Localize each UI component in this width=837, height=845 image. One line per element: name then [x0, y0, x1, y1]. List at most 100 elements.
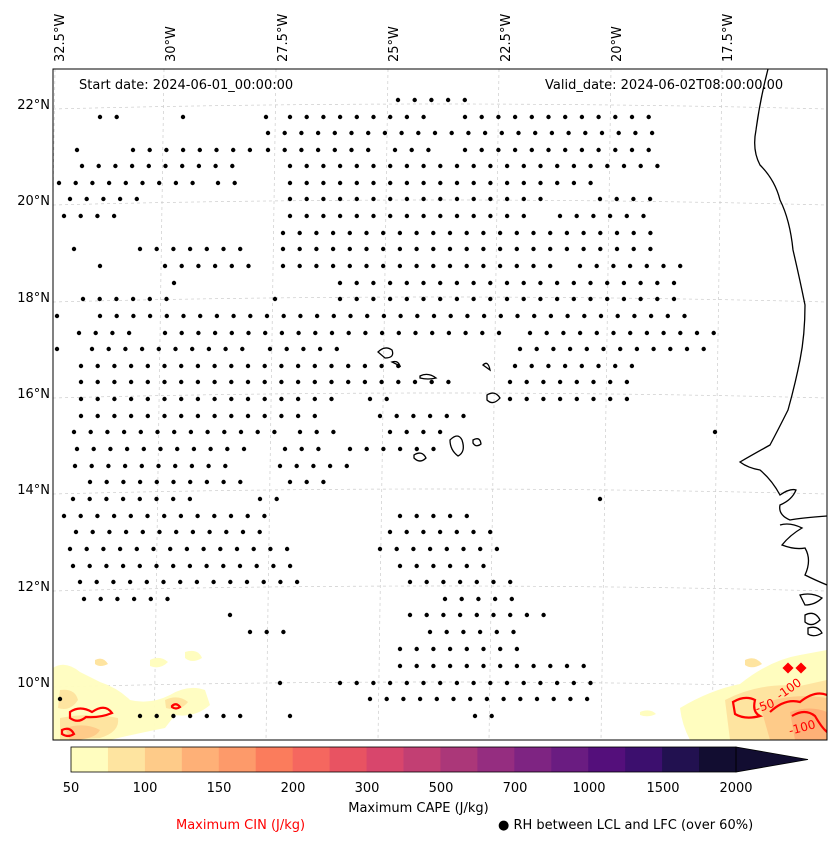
rh-dot	[79, 163, 85, 169]
rh-dot	[123, 180, 128, 186]
rh-dot	[314, 246, 319, 252]
rh-dot	[70, 563, 76, 569]
rh-dot	[347, 246, 352, 252]
rh-dot	[441, 612, 446, 618]
rh-dot	[146, 163, 151, 169]
rh-dot	[195, 379, 201, 385]
rh-dot	[78, 363, 84, 369]
colorbar-segment	[662, 747, 700, 772]
rh-dot	[581, 246, 586, 252]
rh-dot	[238, 713, 243, 719]
rh-dot	[414, 663, 419, 669]
rh-dot	[112, 396, 117, 402]
rh-dot	[263, 114, 269, 120]
rh-dot	[112, 413, 117, 419]
rh-dot	[337, 180, 343, 186]
rh-dot	[508, 612, 513, 618]
rh-dot	[395, 97, 401, 103]
rh-dot	[601, 346, 606, 352]
rh-dot	[287, 213, 293, 219]
rh-dot	[141, 446, 146, 452]
rh-dot	[624, 379, 630, 385]
rh-dot	[514, 263, 519, 269]
cape-colorbar	[71, 746, 809, 773]
rh-dot	[95, 396, 100, 402]
rh-dot	[624, 396, 630, 402]
colorbar-segment	[181, 747, 220, 772]
rh-dot	[566, 130, 571, 136]
rh-dot	[354, 296, 359, 302]
rh-dot	[201, 546, 206, 552]
rh-dot	[134, 546, 139, 552]
rh-dot	[144, 579, 149, 585]
colorbar-segment	[71, 747, 109, 772]
colorbar-segment	[329, 747, 368, 772]
rh-dot	[571, 163, 577, 169]
rh-dot	[571, 180, 577, 186]
rh-dot	[137, 479, 143, 485]
rh-dot	[411, 413, 416, 419]
rh-dot	[581, 663, 586, 669]
rh-dot	[379, 379, 384, 385]
rh-dot	[74, 147, 80, 153]
rh-dot	[472, 713, 478, 719]
rh-dot	[154, 479, 159, 485]
rh-dot	[272, 296, 278, 302]
rh-dot	[162, 263, 168, 269]
rh-dot	[574, 213, 579, 219]
rh-dot	[421, 680, 426, 686]
rh-dot	[362, 379, 368, 385]
rh-dot	[80, 296, 86, 302]
rh-dot	[245, 513, 250, 519]
rh-dot	[179, 413, 184, 419]
rh-dot	[295, 379, 301, 385]
rh-dot	[638, 163, 643, 169]
rh-dot	[517, 346, 523, 352]
rh-dot	[264, 313, 270, 319]
rh-legend-text: RH between LCL and LFC (over 60%)	[513, 818, 754, 833]
rh-dot	[261, 579, 266, 585]
cin-legend-label: Maximum CIN (J/kg)	[176, 818, 306, 833]
rh-dot	[521, 280, 526, 286]
rh-dot	[212, 263, 218, 269]
rh-dot	[611, 263, 616, 269]
rh-dot	[211, 579, 216, 585]
rh-dot	[438, 280, 443, 286]
rh-dot	[447, 230, 453, 236]
rh-dot	[111, 513, 117, 519]
rh-dot	[596, 363, 601, 369]
rh-dot	[605, 280, 610, 286]
rh-dot	[279, 363, 284, 369]
rh-dot	[629, 363, 635, 369]
rh-dot	[482, 130, 488, 136]
rh-dot	[145, 363, 150, 369]
rh-dot	[287, 713, 293, 719]
rh-dot	[447, 246, 453, 252]
rh-dot	[605, 163, 610, 169]
rh-dot	[245, 363, 251, 369]
rh-dot	[112, 379, 117, 385]
rh-dot	[582, 313, 587, 319]
rh-dot	[404, 163, 410, 169]
rh-dot	[564, 246, 570, 252]
rh-dot	[577, 330, 583, 336]
rh-dot	[240, 529, 246, 535]
rh-dot	[671, 296, 677, 302]
rh-dot	[442, 596, 448, 602]
rh-dot	[304, 114, 309, 120]
rh-dot	[648, 246, 653, 252]
rh-dot	[179, 330, 184, 336]
rh-dot	[91, 446, 96, 452]
rh-dot	[416, 130, 421, 136]
rh-dot	[621, 280, 627, 286]
rh-dot	[112, 363, 117, 369]
rh-dot	[111, 579, 116, 585]
colorbar-segment	[514, 747, 552, 772]
rh-dot	[312, 396, 317, 402]
rh-dot	[371, 680, 376, 686]
rh-dot	[421, 280, 426, 286]
rh-dots	[54, 97, 718, 719]
rh-dot	[608, 379, 613, 385]
rh-dot	[512, 363, 518, 369]
rh-dot	[120, 563, 126, 569]
